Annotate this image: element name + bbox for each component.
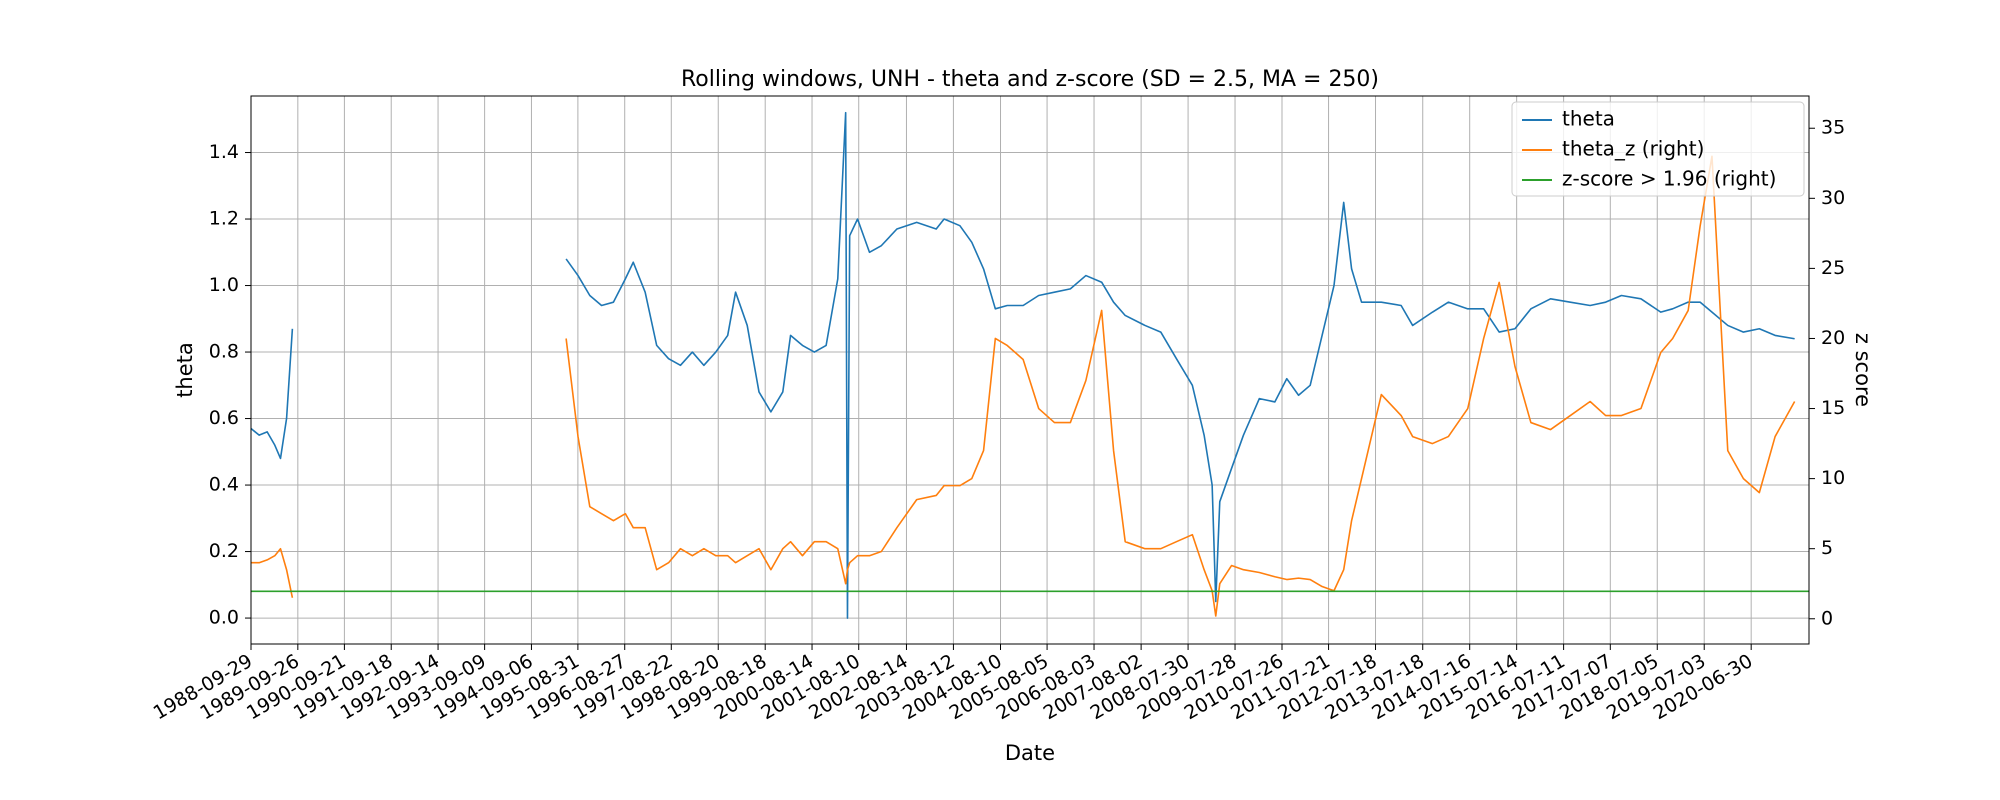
y2-tick-label: 30 — [1821, 187, 1845, 209]
legend-label: theta — [1562, 107, 1615, 131]
y2-axis-label: z score — [1851, 333, 1875, 407]
legend-box — [1511, 101, 1805, 197]
y2-tick-label: 35 — [1821, 117, 1845, 139]
y-tick-label: 0.8 — [209, 341, 239, 363]
y2-tick-label: 25 — [1821, 257, 1845, 279]
y-tick-label: 0.2 — [209, 540, 239, 562]
legend: theta theta_z (right) z-score > 1.96 (righ… — [1511, 101, 1805, 197]
data-line — [251, 155, 1796, 617]
y-tick-label: 0.0 — [209, 607, 239, 629]
y2-tick-label: 10 — [1821, 467, 1845, 489]
y-tick-label: 1.0 — [209, 274, 239, 296]
y2-tick-label: 15 — [1821, 397, 1845, 419]
data-line — [251, 111, 1795, 619]
legend-label: theta_z (right) — [1562, 137, 1704, 161]
x-axis-label: Date — [1005, 741, 1055, 765]
y-tick-label: 0.4 — [209, 474, 239, 496]
chart-title: Rolling windows, UNH - theta and z-score… — [681, 67, 1379, 92]
y2-tick-label: 5 — [1821, 537, 1833, 559]
y2-tick-label: 20 — [1821, 327, 1845, 349]
y-tick-label: 1.2 — [209, 208, 239, 230]
y2-tick-label: 0 — [1821, 607, 1833, 629]
y-tick-label: 0.6 — [209, 407, 239, 429]
legend-label: z-score > 1.96 (right) — [1562, 167, 1776, 191]
plot-frame — [250, 95, 1810, 645]
y-axis-label: theta — [173, 342, 197, 398]
y-tick-label: 1.4 — [209, 141, 239, 163]
